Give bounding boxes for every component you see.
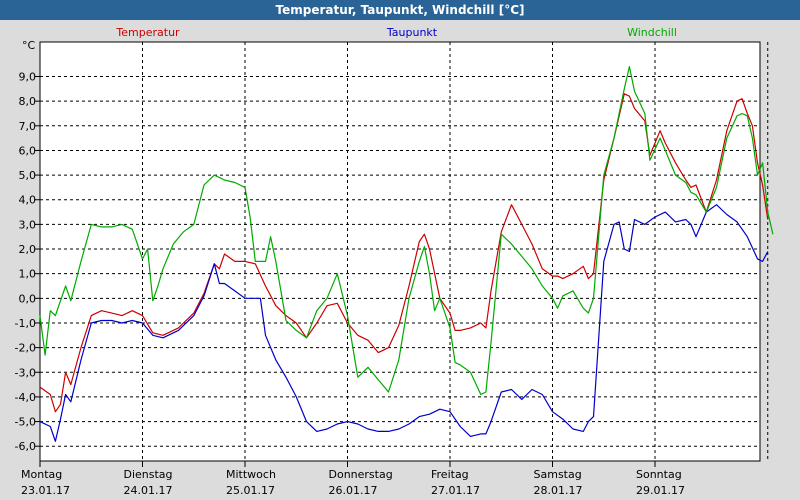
- x-tick-label-day: Donnerstag: [329, 468, 393, 481]
- x-tick-label-day: Sonntag: [636, 468, 682, 481]
- plot-area: [39, 41, 761, 462]
- series-line-taupunkt: [39, 204, 769, 442]
- window-title: Temperatur, Taupunkt, Windchill [°C]: [0, 0, 800, 20]
- y-tick-label: 1,0: [19, 268, 37, 281]
- x-tick-label-date: 29.01.17: [636, 484, 685, 497]
- legend-label-windchill: Windchill: [627, 26, 677, 39]
- x-tick-label-day: Montag: [21, 468, 62, 481]
- y-tick-label: -1,0: [15, 317, 36, 330]
- y-tick-label: 6,0: [19, 144, 37, 157]
- y-tick-label: 7,0: [19, 120, 37, 133]
- legend: Temperatur Taupunkt Windchill: [115, 26, 677, 39]
- y-tick-label: 8,0: [19, 95, 37, 108]
- y-tick-label: 5,0: [19, 169, 37, 182]
- grid: [39, 42, 769, 461]
- x-tick-label-date: 27.01.17: [431, 484, 480, 497]
- legend-label-taupunkt: Taupunkt: [386, 26, 438, 39]
- y-tick-label: 2,0: [19, 243, 37, 256]
- series-line-windchill: [39, 65, 774, 396]
- x-tick-label-day: Samstag: [534, 468, 582, 481]
- x-tick-label-day: Mittwoch: [226, 468, 276, 481]
- x-tick-label-day: Dienstag: [124, 468, 173, 481]
- x-tick-label-date: 23.01.17: [21, 484, 70, 497]
- y-tick-label: 0,0: [19, 292, 37, 305]
- y-axis: °C 9,0 8,0 7,0 6,0 5,0 4,0 3,0 2,0 1,0 0,0 -1,0 -2,0…: [15, 39, 40, 453]
- y-tick-label: -3,0: [15, 366, 36, 379]
- x-axis: Montag 23.01.17 Dienstag 24.01.17 Mittwoch 25…: [21, 461, 685, 497]
- y-tick-label: -2,0: [15, 342, 36, 355]
- x-tick-label-date: 26.01.17: [329, 484, 378, 497]
- line-chart: °C 9,0 8,0 7,0 6,0 5,0 4,0 3,0 2,0 1,0 0,0 -1,0 -2,0…: [0, 20, 800, 500]
- series-lines: [39, 65, 774, 442]
- y-tick-label: 4,0: [19, 194, 37, 207]
- x-tick-label-date: 28.01.17: [534, 484, 583, 497]
- y-tick-label: 9,0: [19, 71, 37, 84]
- x-tick-label-date: 24.01.17: [124, 484, 173, 497]
- x-tick-label-date: 25.01.17: [226, 484, 275, 497]
- y-unit-label: °C: [22, 39, 36, 52]
- legend-label-temperatur: Temperatur: [115, 26, 180, 39]
- y-tick-label: -5,0: [15, 416, 36, 429]
- x-tick-label-day: Freitag: [431, 468, 469, 481]
- y-tick-label: -4,0: [15, 391, 36, 404]
- y-tick-label: 3,0: [19, 218, 37, 231]
- y-tick-label: -6,0: [15, 440, 36, 453]
